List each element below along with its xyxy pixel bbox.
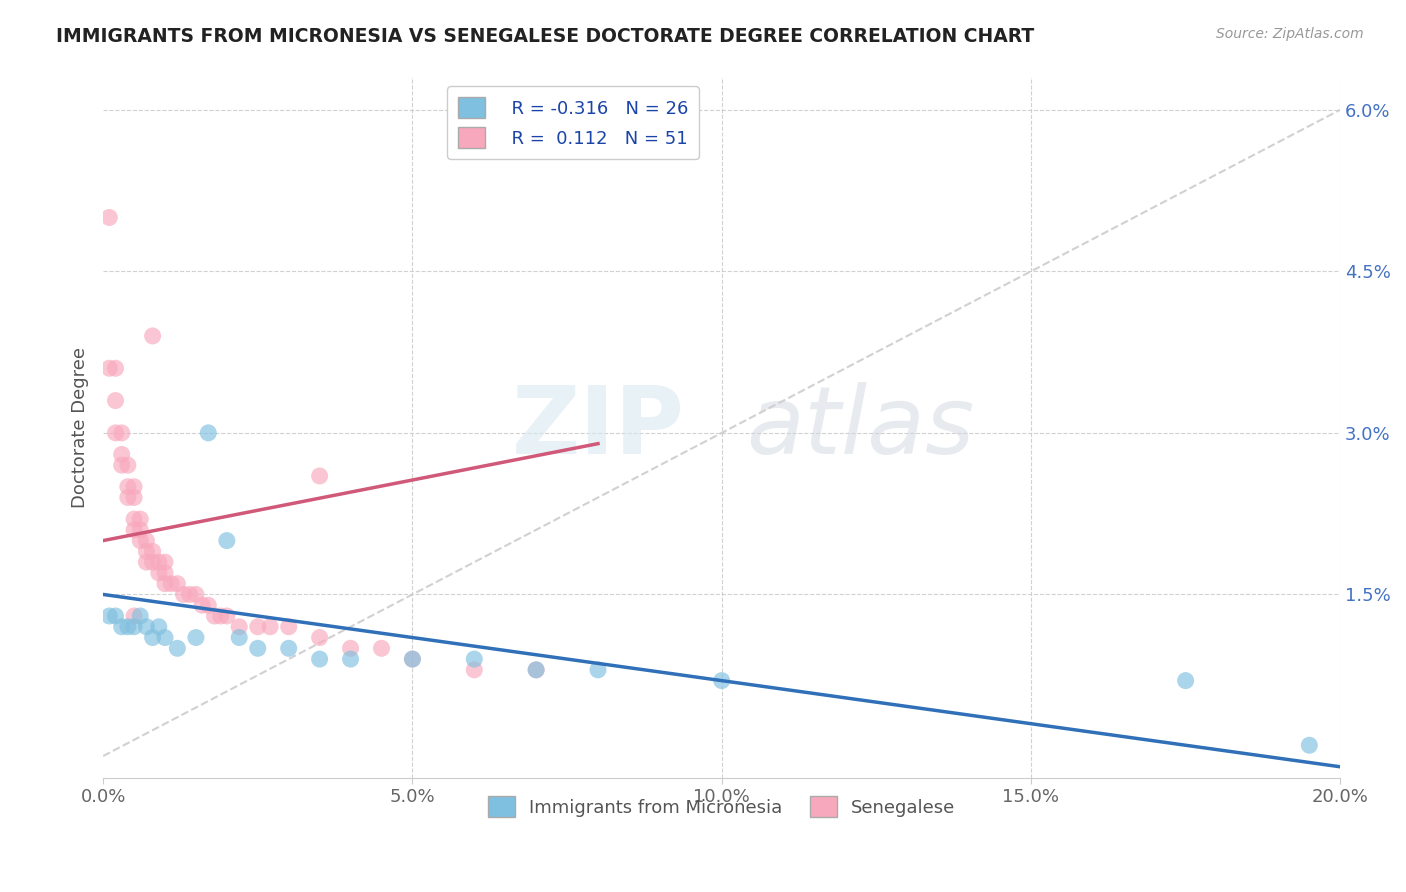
Point — [148, 566, 170, 580]
Text: ZIP: ZIP — [512, 382, 685, 474]
Point — [184, 587, 207, 601]
Point — [209, 609, 232, 624]
Point — [524, 663, 547, 677]
Legend: Immigrants from Micronesia, Senegalese: Immigrants from Micronesia, Senegalese — [481, 789, 963, 824]
Point — [117, 491, 139, 505]
Point — [1174, 673, 1197, 688]
Point — [111, 620, 134, 634]
Point — [148, 620, 170, 634]
Point — [135, 533, 157, 548]
Point — [122, 512, 145, 526]
Point — [197, 599, 219, 613]
Point — [160, 576, 183, 591]
Point — [135, 555, 157, 569]
Point — [142, 544, 165, 558]
Point — [401, 652, 423, 666]
Point — [98, 609, 121, 624]
Point — [197, 425, 219, 440]
Text: atlas: atlas — [747, 382, 974, 473]
Point — [122, 491, 145, 505]
Point — [166, 576, 188, 591]
Point — [1298, 738, 1320, 752]
Point — [122, 620, 145, 634]
Text: IMMIGRANTS FROM MICRONESIA VS SENEGALESE DOCTORATE DEGREE CORRELATION CHART: IMMIGRANTS FROM MICRONESIA VS SENEGALESE… — [56, 27, 1035, 45]
Point — [98, 361, 121, 376]
Point — [370, 641, 392, 656]
Point — [117, 458, 139, 473]
Point — [148, 555, 170, 569]
Point — [142, 555, 165, 569]
Point — [524, 663, 547, 677]
Point — [104, 361, 127, 376]
Point — [153, 631, 176, 645]
Point — [153, 576, 176, 591]
Point — [308, 631, 330, 645]
Point — [308, 652, 330, 666]
Point — [111, 458, 134, 473]
Point — [215, 533, 238, 548]
Point — [122, 609, 145, 624]
Point — [463, 663, 485, 677]
Point — [129, 609, 152, 624]
Point — [228, 620, 250, 634]
Point — [153, 566, 176, 580]
Point — [259, 620, 281, 634]
Point — [111, 447, 134, 461]
Point — [277, 620, 299, 634]
Point — [129, 512, 152, 526]
Point — [111, 425, 134, 440]
Point — [135, 620, 157, 634]
Point — [142, 631, 165, 645]
Point — [104, 609, 127, 624]
Point — [173, 587, 195, 601]
Point — [246, 641, 269, 656]
Point — [339, 641, 361, 656]
Point — [204, 609, 226, 624]
Point — [401, 652, 423, 666]
Point — [586, 663, 609, 677]
Text: Source: ZipAtlas.com: Source: ZipAtlas.com — [1216, 27, 1364, 41]
Point — [246, 620, 269, 634]
Point — [122, 480, 145, 494]
Point — [191, 599, 214, 613]
Point — [104, 393, 127, 408]
Point — [104, 425, 127, 440]
Point — [184, 631, 207, 645]
Point — [129, 523, 152, 537]
Y-axis label: Doctorate Degree: Doctorate Degree — [72, 347, 89, 508]
Point — [215, 609, 238, 624]
Point — [122, 523, 145, 537]
Point — [117, 480, 139, 494]
Point — [98, 211, 121, 225]
Point — [179, 587, 201, 601]
Point — [710, 673, 733, 688]
Point — [339, 652, 361, 666]
Point — [129, 533, 152, 548]
Point — [117, 620, 139, 634]
Point — [135, 544, 157, 558]
Point — [153, 555, 176, 569]
Point — [166, 641, 188, 656]
Point — [228, 631, 250, 645]
Point — [277, 641, 299, 656]
Point — [308, 469, 330, 483]
Point — [463, 652, 485, 666]
Point — [142, 329, 165, 343]
